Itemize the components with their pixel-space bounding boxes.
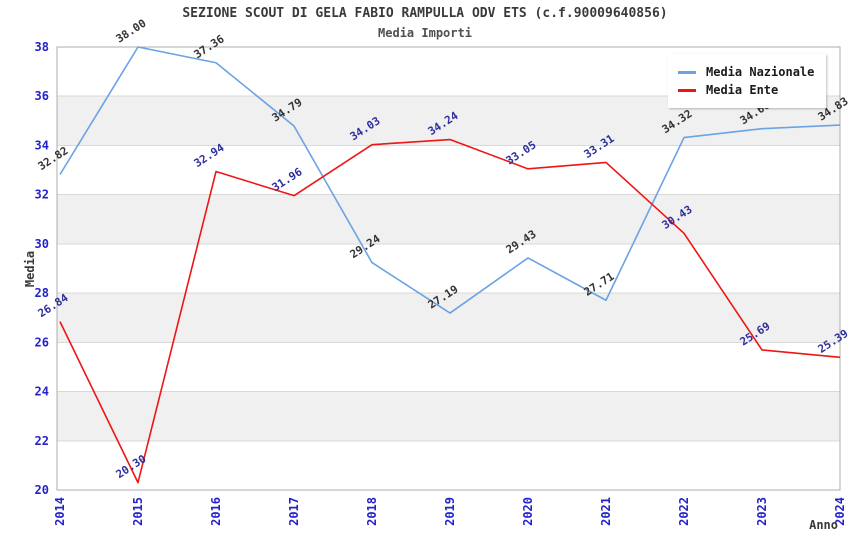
point-label-media-ente: 20.30 <box>114 452 149 481</box>
legend-swatch <box>678 88 696 92</box>
y-axis-title: Media <box>23 250 37 288</box>
plot-border <box>56 46 841 491</box>
legend-item-media-nazionale: Media Nazionale <box>678 65 814 79</box>
chart-title: SEZIONE SCOUT DI GELA FABIO RAMPULLA ODV… <box>182 6 668 21</box>
x-tick-label: 2021 <box>599 497 613 526</box>
legend-swatch <box>678 70 696 74</box>
y-tick-label: 20 <box>35 483 49 497</box>
x-tick-label: 2020 <box>521 497 535 526</box>
legend-label: Media Ente <box>706 83 779 97</box>
y-tick-label: 26 <box>35 335 49 349</box>
x-tick-label: 2023 <box>755 497 769 526</box>
y-tick-label: 30 <box>35 237 49 251</box>
series-line-media-nazionale <box>59 46 841 314</box>
y-tick-label: 34 <box>35 138 49 152</box>
plot-band <box>57 194 840 244</box>
legend: Media Nazionale Media Ente <box>668 54 827 108</box>
legend-label: Media Nazionale <box>706 65 815 79</box>
x-tick-label: 2019 <box>443 497 457 526</box>
x-tick-label: 2018 <box>365 497 379 526</box>
legend-item-media-ente: Media Ente <box>678 83 814 97</box>
series-line-media-ente <box>59 138 841 484</box>
x-axis-title: Anno <box>809 518 838 532</box>
y-tick-label: 36 <box>35 89 49 103</box>
x-tick-label: 2015 <box>131 497 145 526</box>
y-tick-label: 28 <box>35 286 49 300</box>
x-tick-label: 2022 <box>677 497 691 526</box>
x-tick-label: 2014 <box>53 497 67 526</box>
y-tick-label: 24 <box>35 385 49 399</box>
chart-subtitle: Media Importi <box>378 26 472 40</box>
plot-band <box>57 391 840 441</box>
x-tick-label: 2024 <box>833 497 847 526</box>
y-tick-label: 32 <box>35 188 49 202</box>
point-label-media-ente: 31.96 <box>270 165 305 194</box>
x-tick-label: 2016 <box>209 497 223 526</box>
y-tick-label: 38 <box>35 40 49 54</box>
x-tick-label: 2017 <box>287 497 301 526</box>
plot-band <box>57 293 840 343</box>
point-label-media-nazionale: 38.00 <box>114 17 149 46</box>
y-tick-label: 22 <box>35 434 49 448</box>
